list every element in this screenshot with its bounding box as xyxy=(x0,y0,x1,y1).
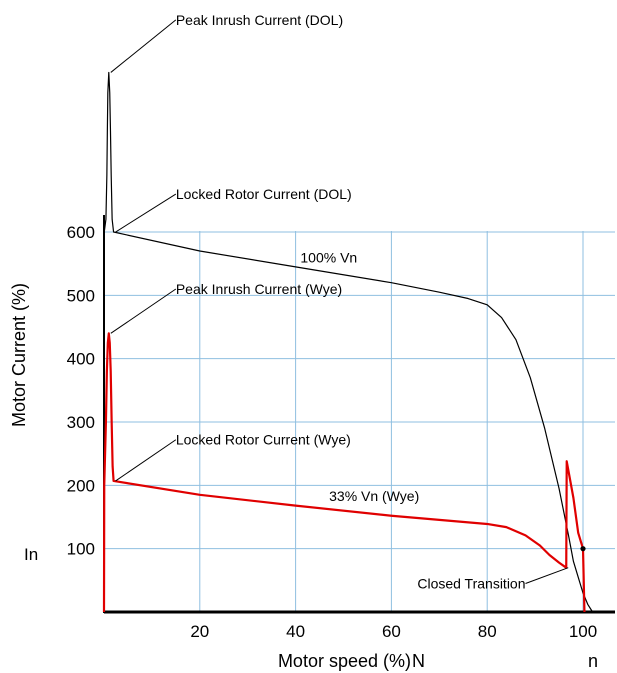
x-tick-label: 80 xyxy=(478,622,497,641)
y-tick-label: 500 xyxy=(67,286,95,305)
y-tick-label: 400 xyxy=(67,350,95,369)
series-group xyxy=(102,71,594,613)
annotation-label: 33% Vn (Wye) xyxy=(329,488,419,504)
annotation-label: Peak Inrush Current (Wye) xyxy=(176,281,342,297)
annotation-label: Locked Rotor Current (DOL) xyxy=(176,186,352,202)
series-line-100pct-vn xyxy=(103,71,594,613)
x-axis-title: Motor speed (%) xyxy=(278,651,411,671)
y-tick-label: 200 xyxy=(67,476,95,495)
y-axis-title: Motor Current (%) xyxy=(9,283,29,427)
axes: 100 200 300 400 500 600 20 40 60 80 100 xyxy=(67,215,615,641)
x-tick-label: 40 xyxy=(286,622,305,641)
annotation-leader-line xyxy=(110,19,177,73)
x-tick-label: 60 xyxy=(382,622,401,641)
annotation-leader-line xyxy=(115,439,177,482)
x-tick-label: 20 xyxy=(190,622,209,641)
y-tick-label: 300 xyxy=(67,413,95,432)
operating-point-marker xyxy=(580,546,586,552)
x-label-sync-speed: n xyxy=(588,651,598,671)
annotation-label: 100% Vn xyxy=(300,249,357,265)
annotation-label: Closed Transition xyxy=(417,576,525,592)
annotation-leader-line xyxy=(525,567,569,584)
x-tick-label: 100 xyxy=(569,622,597,641)
annotations: Peak Inrush Current (DOL) Locked Rotor Cu… xyxy=(110,12,569,592)
y-tick-label: 600 xyxy=(67,223,95,242)
y-tick-label: 100 xyxy=(67,540,95,559)
x-label-rated-speed: N xyxy=(412,651,425,671)
y-label-rated-current: In xyxy=(24,545,38,564)
grid xyxy=(104,231,615,612)
annotation-leader-line xyxy=(110,288,177,334)
annotation-leader-line xyxy=(115,193,177,233)
series-line-33pct-vn-wye xyxy=(102,332,586,613)
annotation-label: Locked Rotor Current (Wye) xyxy=(176,432,351,448)
annotation-label: Peak Inrush Current (DOL) xyxy=(176,12,343,28)
